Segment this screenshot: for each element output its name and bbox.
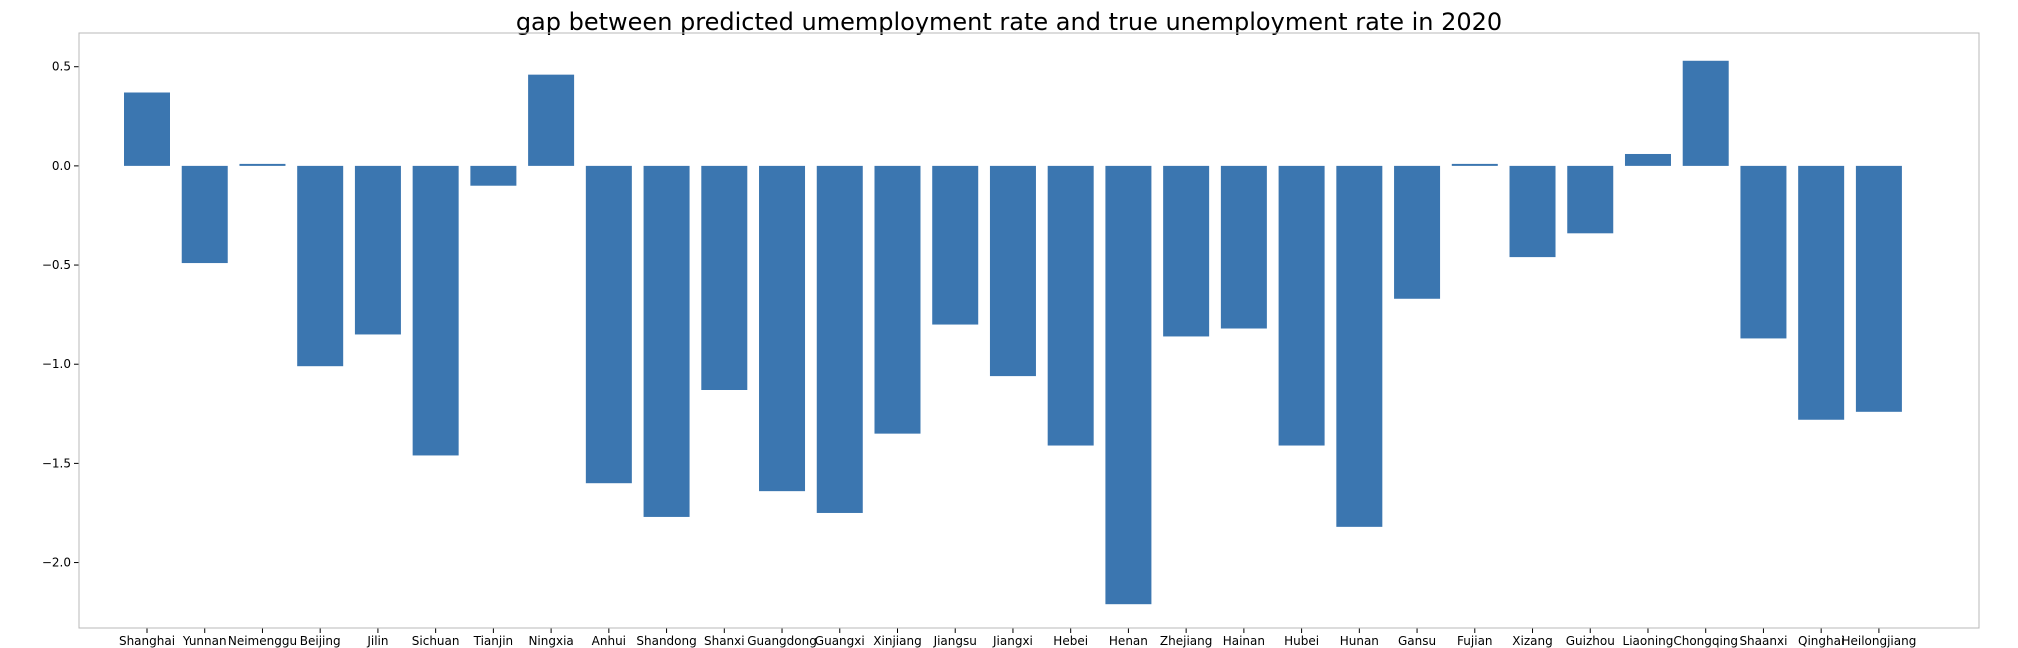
x-tick-label: Tianjin xyxy=(473,634,514,648)
x-tick-label: Shanxi xyxy=(704,634,745,648)
bar-shanghai xyxy=(124,92,170,166)
bar-jilin xyxy=(354,165,401,335)
bar-hainan xyxy=(1220,165,1267,329)
x-tick-label: Guizhou xyxy=(1566,634,1615,648)
x-tick-label: Jiangsu xyxy=(933,634,977,648)
bar-fujian xyxy=(1451,163,1498,166)
bar-heilongjiang xyxy=(1855,165,1902,412)
bar-shaanxi xyxy=(1740,165,1787,339)
bar-hebei xyxy=(1047,165,1094,446)
x-tick-label: Jilin xyxy=(366,634,388,648)
x-tick-label: Yunnan xyxy=(182,634,227,648)
bar-gansu xyxy=(1394,165,1441,299)
bar-xizang xyxy=(1509,165,1556,258)
x-tick-label: Zhejiang xyxy=(1160,634,1212,648)
bar-guizhou xyxy=(1567,165,1614,234)
bar-jiangxi xyxy=(989,165,1036,377)
bar-hubei xyxy=(1278,165,1325,446)
bar-sichuan xyxy=(412,165,459,456)
bar-tianjin xyxy=(470,165,517,186)
bar-neimenggu xyxy=(239,163,286,166)
bar-guangdong xyxy=(759,165,806,492)
y-tick-label: −1.5 xyxy=(42,456,71,470)
x-tick-label: Hunan xyxy=(1340,634,1379,648)
bar-ningxia xyxy=(528,74,575,166)
x-tick-label: Hubei xyxy=(1284,634,1319,648)
bar-guangxi xyxy=(816,165,863,513)
chart-title: gap between predicted umemployment rate … xyxy=(516,8,1502,36)
bar-anhui xyxy=(585,165,632,484)
x-axis: Shanghai Yunnan Neimenggu Beijing Jilin Sichu… xyxy=(119,628,1916,648)
x-tick-label: Shanghai xyxy=(119,634,175,648)
bar-zhejiang xyxy=(1163,165,1210,337)
bar-henan xyxy=(1105,165,1152,605)
x-tick-label: Chongqing xyxy=(1673,634,1738,648)
bar-chongqing xyxy=(1682,60,1729,166)
bar-yunnan xyxy=(181,165,228,264)
y-tick-label: −2.0 xyxy=(42,556,71,570)
bar-liaoning xyxy=(1624,153,1671,166)
y-tick-label: 0.5 xyxy=(52,60,71,74)
bar-beijing xyxy=(297,165,344,367)
x-tick-label: Jiangxi xyxy=(992,634,1033,648)
x-tick-label: Neimenggu xyxy=(228,634,297,648)
x-tick-label: Xizang xyxy=(1512,634,1552,648)
bars-layer xyxy=(124,60,1902,605)
x-tick-label: Hebei xyxy=(1053,634,1088,648)
y-tick-label: −1.0 xyxy=(42,357,71,371)
y-tick-label: −0.5 xyxy=(42,258,71,272)
x-tick-label: Beijing xyxy=(300,634,341,648)
x-tick-label: Ningxia xyxy=(528,634,573,648)
x-tick-label: Henan xyxy=(1109,634,1148,648)
x-tick-label: Sichuan xyxy=(412,634,460,648)
x-tick-label: Heilongjiang xyxy=(1841,634,1916,648)
x-tick-label: Shandong xyxy=(636,634,696,648)
bar-qinghai xyxy=(1798,165,1845,420)
x-tick-label: Guangxi xyxy=(815,634,865,648)
bar-shanxi xyxy=(701,165,748,390)
y-tick-label: 0.0 xyxy=(52,159,71,173)
bar-jiangsu xyxy=(932,165,979,325)
x-tick-label: Anhui xyxy=(592,634,626,648)
bar-xinjiang xyxy=(874,165,921,434)
x-tick-label: Gansu xyxy=(1398,634,1436,648)
bar-hunan xyxy=(1336,165,1383,527)
x-tick-label: Shaanxi xyxy=(1739,634,1787,648)
plot-area-frame xyxy=(78,32,1980,629)
x-tick-label: Qinghai xyxy=(1798,634,1844,648)
bar-shandong xyxy=(643,165,690,517)
x-tick-label: Liaoning xyxy=(1623,634,1674,648)
y-axis: 0.5 0.0 −0.5 −1.0 −1.5 −2.0 xyxy=(42,60,79,570)
x-tick-label: Fujian xyxy=(1457,634,1492,648)
x-tick-label: Xinjiang xyxy=(873,634,921,648)
x-tick-label: Guangdong xyxy=(747,634,817,648)
x-tick-label: Hainan xyxy=(1223,634,1265,648)
